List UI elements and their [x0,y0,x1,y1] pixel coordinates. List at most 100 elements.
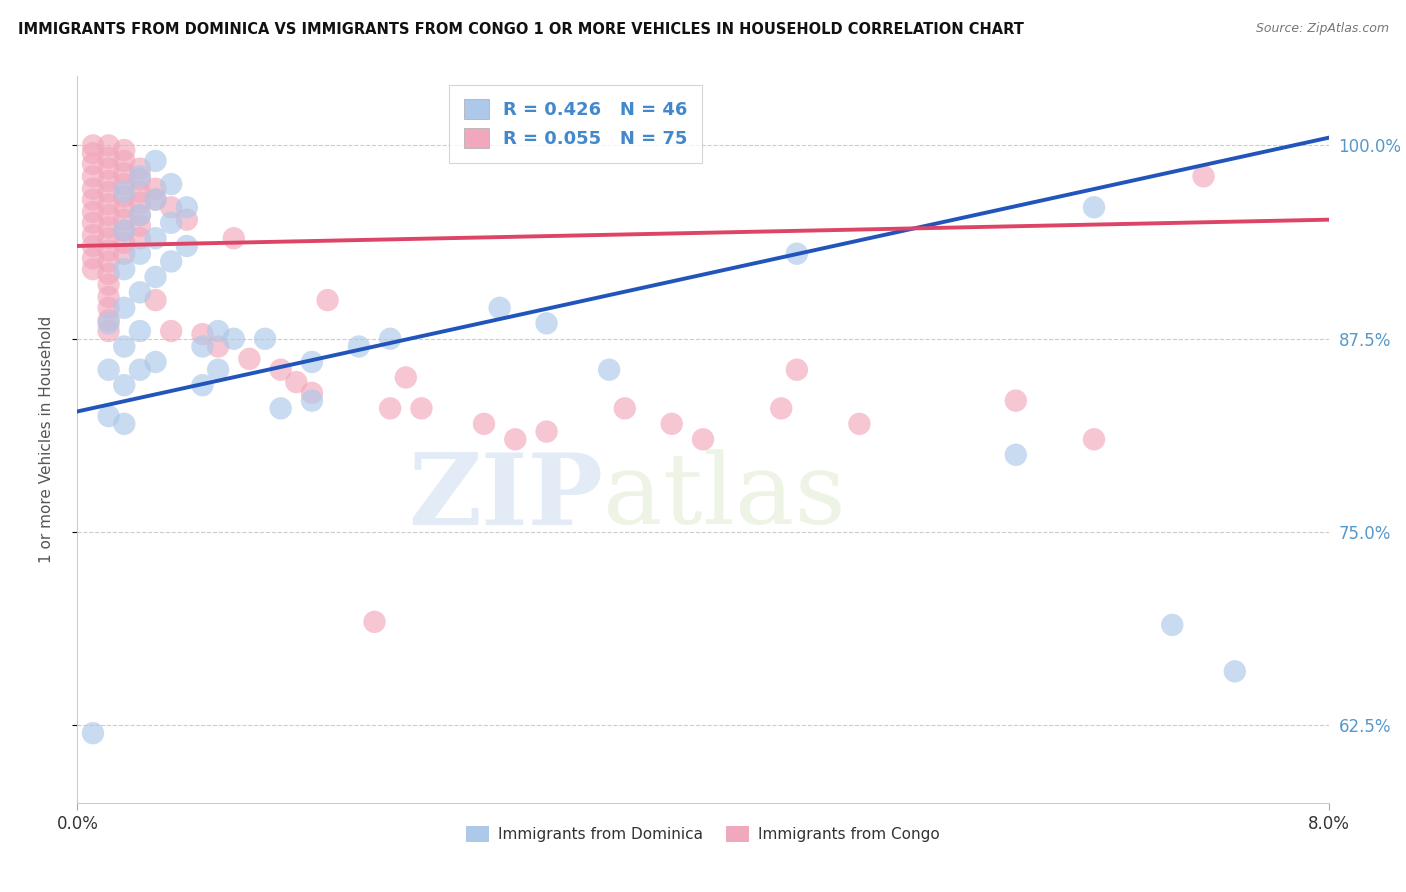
Point [97,185,120,199]
Point [129,185,152,199]
Point [1223,665,1246,679]
Point [97,324,120,338]
Point [82,239,104,253]
Point [301,385,323,400]
Point [112,339,135,353]
Point [82,252,104,266]
Y-axis label: 1 or more Vehicles in Household: 1 or more Vehicles in Household [39,316,53,563]
Point [129,246,152,260]
Point [97,316,120,330]
Point [661,417,683,431]
Point [129,195,152,210]
Point [316,293,339,307]
Point [82,138,104,153]
Point [112,200,135,214]
Point [301,355,323,369]
Point [145,231,167,245]
Point [160,324,183,338]
Point [112,378,135,392]
Point [97,301,120,315]
Point [97,362,120,376]
Point [536,425,558,439]
Point [112,189,135,203]
Point [145,193,167,207]
Point [378,332,402,346]
Point [112,223,135,237]
Point [97,244,120,258]
Point [1192,169,1215,184]
Point [786,246,808,260]
Point [82,146,104,161]
Text: atlas: atlas [603,450,845,545]
Point [176,200,198,214]
Text: Source: ZipAtlas.com: Source: ZipAtlas.com [1256,22,1389,36]
Point [598,362,620,376]
Point [411,401,433,416]
Point [112,177,135,191]
Point [82,216,104,230]
Point [363,615,385,629]
Point [97,151,120,165]
Point [97,208,120,222]
Point [82,726,104,740]
Point [160,200,183,214]
Point [97,161,120,176]
Point [112,153,135,168]
Point [191,339,214,353]
Point [129,161,152,176]
Point [285,375,308,389]
Point [82,228,104,243]
Point [176,239,198,253]
Point [503,432,526,446]
Point [1161,618,1184,632]
Point [129,219,152,233]
Point [112,166,135,180]
Point [97,231,120,245]
Point [82,182,104,196]
Point [1083,432,1105,446]
Point [191,327,214,342]
Point [129,208,152,222]
Point [207,324,229,338]
Text: IMMIGRANTS FROM DOMINICA VS IMMIGRANTS FROM CONGO 1 OR MORE VEHICLES IN HOUSEHOL: IMMIGRANTS FROM DOMINICA VS IMMIGRANTS F… [18,22,1024,37]
Point [145,355,167,369]
Point [145,153,167,168]
Point [145,269,167,284]
Point [145,293,167,307]
Point [536,316,558,330]
Point [848,417,870,431]
Point [207,339,229,353]
Point [97,290,120,304]
Point [160,254,183,268]
Point [82,157,104,171]
Point [222,332,245,346]
Point [770,401,793,416]
Text: ZIP: ZIP [408,449,603,546]
Point [112,235,135,250]
Point [1004,448,1026,462]
Point [347,339,370,353]
Point [129,362,152,376]
Point [176,212,198,227]
Point [82,169,104,184]
Point [145,193,167,207]
Point [97,197,120,211]
Point [97,174,120,188]
Point [129,169,152,184]
Point [1004,393,1026,408]
Point [112,185,135,199]
Point [692,432,714,446]
Point [270,362,292,376]
Point [112,246,135,260]
Point [97,220,120,235]
Point [160,216,183,230]
Point [222,231,245,245]
Point [129,285,152,300]
Point [270,401,292,416]
Point [1083,200,1105,214]
Point [253,332,276,346]
Point [97,277,120,292]
Point [82,262,104,277]
Point [129,231,152,245]
Point [82,193,104,207]
